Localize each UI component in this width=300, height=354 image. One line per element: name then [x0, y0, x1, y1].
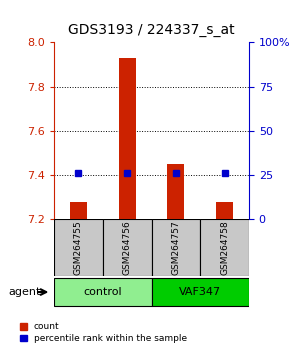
Bar: [70, 202, 87, 219]
Text: GSM264755: GSM264755: [74, 221, 83, 275]
Bar: [118, 58, 136, 219]
FancyBboxPatch shape: [54, 278, 152, 306]
Bar: [216, 202, 233, 219]
FancyBboxPatch shape: [54, 219, 103, 276]
FancyBboxPatch shape: [152, 219, 200, 276]
Title: GDS3193 / 224337_s_at: GDS3193 / 224337_s_at: [68, 23, 235, 37]
Text: GSM264756: GSM264756: [123, 221, 132, 275]
Text: GSM264758: GSM264758: [220, 221, 229, 275]
FancyBboxPatch shape: [103, 219, 152, 276]
Legend: count, percentile rank within the sample: count, percentile rank within the sample: [20, 322, 187, 343]
Bar: [167, 164, 184, 219]
Text: GSM264757: GSM264757: [171, 221, 180, 275]
Text: agent: agent: [8, 287, 41, 297]
Text: control: control: [83, 287, 122, 297]
FancyBboxPatch shape: [200, 219, 249, 276]
Text: VAF347: VAF347: [179, 287, 221, 297]
FancyBboxPatch shape: [152, 278, 249, 306]
